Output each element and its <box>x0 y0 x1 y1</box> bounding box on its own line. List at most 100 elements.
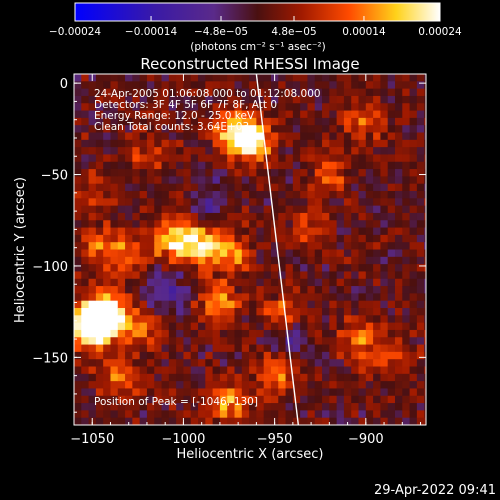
heatmap-cell <box>88 234 97 243</box>
heatmap-cell <box>249 366 257 375</box>
heatmap-cell <box>263 373 272 382</box>
heatmap-cell <box>227 176 235 185</box>
heatmap-cell <box>132 234 141 243</box>
heatmap-cell <box>263 329 272 338</box>
heatmap-cell <box>358 205 367 214</box>
heatmap-cell <box>168 410 177 419</box>
heatmap-cell <box>365 329 374 338</box>
heatmap-cell <box>241 403 250 411</box>
heatmap-cell <box>161 373 170 382</box>
heatmap-cell <box>110 249 119 258</box>
heatmap-cell <box>161 125 170 133</box>
heatmap-cell <box>402 403 411 411</box>
heatmap-cell <box>74 169 82 177</box>
heatmap-cell <box>322 81 330 90</box>
heatmap-cell <box>300 88 308 97</box>
heatmap-cell <box>249 139 257 148</box>
heatmap-cell <box>227 344 235 353</box>
heatmap-cell <box>219 220 228 229</box>
heatmap-cell <box>212 183 221 192</box>
heatmap-cell <box>387 88 396 97</box>
y-tick-label: 0 <box>60 77 68 92</box>
heatmap-cell <box>168 271 177 280</box>
heatmap-cell <box>256 95 265 104</box>
heatmap-cell <box>81 249 90 258</box>
heatmap-cell <box>95 154 104 163</box>
heatmap-cell <box>358 139 367 148</box>
heatmap-cell <box>314 103 323 112</box>
heatmap-cell <box>205 125 214 133</box>
heatmap-cell <box>365 176 374 185</box>
heatmap-cell <box>402 183 411 192</box>
heatmap-cell <box>322 417 330 425</box>
heatmap-cell <box>168 256 177 265</box>
heatmap-cell <box>241 322 250 331</box>
heatmap-cell <box>387 344 396 353</box>
heatmap-cell <box>322 344 330 353</box>
heatmap-cell <box>292 366 301 375</box>
heatmap-cell <box>103 161 111 170</box>
heatmap-cell <box>110 234 119 243</box>
heatmap-cell <box>270 359 279 367</box>
heatmap-cell <box>212 88 221 97</box>
heatmap-cell <box>343 249 352 258</box>
heatmap-cell <box>161 110 170 119</box>
heatmap-cell <box>351 95 360 104</box>
heatmap-cell <box>329 88 338 97</box>
heatmap-cell <box>146 205 155 214</box>
heatmap-cell <box>256 249 265 258</box>
heatmap-cell <box>249 234 257 243</box>
heatmap-cell <box>365 403 374 411</box>
heatmap-cell <box>205 264 214 272</box>
heatmap-cell <box>365 227 374 236</box>
heatmap-cell <box>365 74 374 82</box>
heatmap-cell <box>256 132 265 141</box>
heatmap-cell <box>205 88 214 97</box>
heatmap-cell <box>117 103 126 112</box>
heatmap-cell <box>329 264 338 272</box>
heatmap-cell <box>74 154 82 163</box>
heatmap-cell <box>95 161 104 170</box>
heatmap-cell <box>270 103 279 112</box>
heatmap-cell <box>278 183 287 192</box>
heatmap-cell <box>314 169 323 177</box>
heatmap-cell <box>416 103 425 112</box>
heatmap-cell <box>285 132 294 141</box>
heatmap-cell <box>292 117 301 126</box>
heatmap-cell <box>168 322 177 331</box>
heatmap-cell <box>380 373 389 382</box>
heatmap-cell <box>198 395 206 404</box>
heatmap-cell <box>322 220 330 229</box>
heatmap-cell <box>132 329 141 338</box>
heatmap-cell <box>387 366 396 375</box>
heatmap-cell <box>219 198 228 207</box>
heatmap-cell <box>380 161 389 170</box>
heatmap-cell <box>314 234 323 243</box>
heatmap-cell <box>95 110 104 119</box>
heatmap-cell <box>402 88 411 97</box>
heatmap-cell <box>146 329 155 338</box>
heatmap-cell <box>146 95 155 104</box>
heatmap-cell <box>409 293 418 302</box>
heatmap-cell <box>88 366 97 375</box>
heatmap-cell <box>351 147 360 155</box>
heatmap-cell <box>402 410 411 419</box>
heatmap-cell <box>103 88 111 97</box>
heatmap-cell <box>125 329 133 338</box>
heatmap-cell <box>300 169 308 177</box>
heatmap-cell <box>125 359 133 367</box>
heatmap-cell <box>249 315 257 324</box>
heatmap-cell <box>74 88 82 97</box>
heatmap-cell <box>300 322 308 331</box>
heatmap-cell <box>125 88 133 97</box>
heatmap-cell <box>256 147 265 155</box>
heatmap-cell <box>198 242 206 250</box>
heatmap-cell <box>300 242 308 250</box>
heatmap-cell <box>81 344 90 353</box>
heatmap-cell <box>212 381 221 389</box>
heatmap-cell <box>161 417 170 425</box>
heatmap-cell <box>380 154 389 163</box>
heatmap-cell <box>205 366 214 375</box>
heatmap-cell <box>205 329 214 338</box>
